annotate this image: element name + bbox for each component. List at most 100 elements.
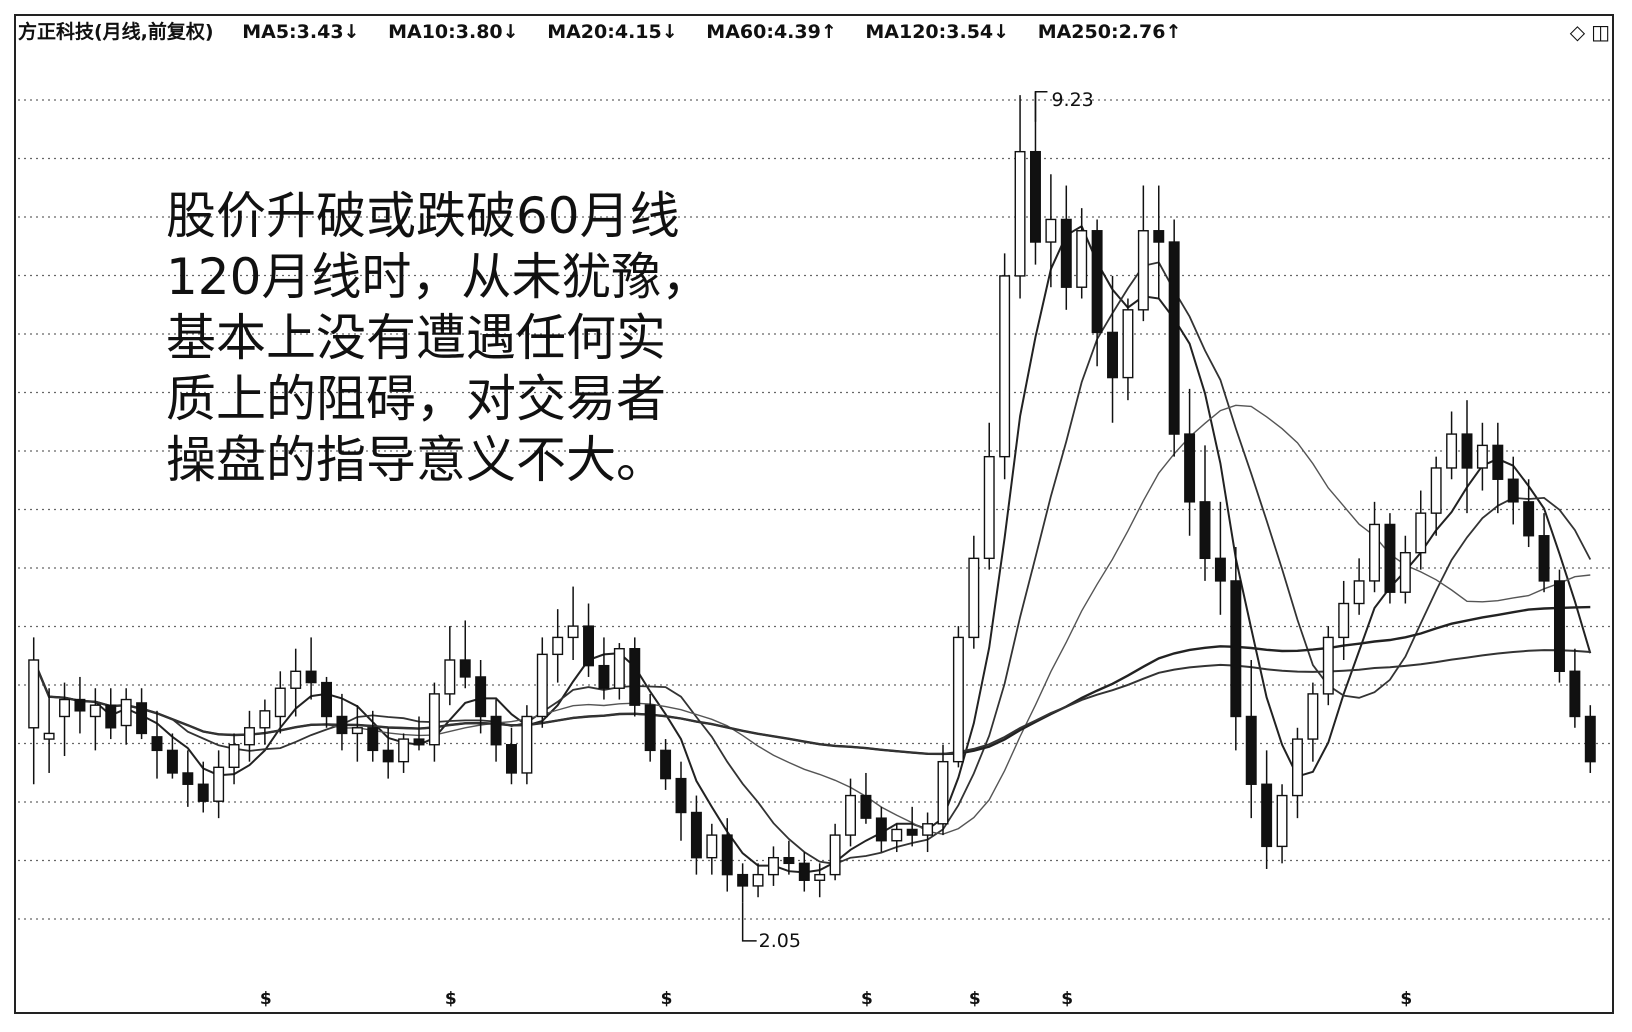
candle-body [983,455,995,560]
candle-body [1276,794,1288,848]
candle-down [1199,445,1211,581]
candle-body [1291,738,1303,797]
candle-down [490,699,502,762]
candle-body [706,834,718,859]
candle-body [1029,150,1041,243]
candle-body [1492,444,1504,480]
candle-body [89,704,101,718]
candle-body [1168,241,1180,435]
candle-up [228,733,240,785]
candle-down [1153,185,1165,299]
ma5-readout: MA5:3.43↓ [242,21,360,43]
candle-body [521,715,533,774]
candle-down [1538,513,1550,593]
candle-body [1184,433,1196,503]
candle-body [413,738,425,746]
candle-body [1014,150,1026,277]
candle-body [952,636,964,763]
candle-up [845,778,857,847]
candle-body [367,727,379,752]
candle-body [243,727,255,746]
candle-up [1322,626,1334,706]
candle-body [1307,693,1319,740]
candle-up [259,699,271,745]
candle-body [1107,331,1119,379]
candle-body [583,625,595,667]
candle-up [767,846,779,886]
candle-down [798,852,810,892]
annotation-line: 基本上没有遭遇任何实 [166,309,666,367]
candle-up [999,253,1011,480]
restore-icon[interactable]: ◫ [1591,20,1610,44]
candle-up [1014,95,1026,299]
candle-up [43,688,55,773]
candle-up [351,705,363,762]
candle-down [74,676,86,734]
candle-body [567,625,579,639]
candle-body [937,760,949,825]
dividend-marker: $ [861,989,873,1009]
candle-body [1338,602,1350,639]
candle-body [305,670,317,684]
candle-body [1137,230,1149,311]
candle-down [166,733,178,779]
candle-body [1322,636,1334,695]
candle-body [1384,523,1396,593]
candle-body [999,275,1011,458]
annotation-text: 股价升破或跌破60月线 120月线时，从未犹豫， 基本上没有遭遇任何实 质上的阻… [166,186,806,491]
candle-body [274,687,286,718]
candle-down [459,620,471,689]
candle-body [28,659,40,729]
candle-down [413,716,425,751]
candle-body [336,715,348,735]
candle-up [891,823,903,853]
candle-body [105,704,117,729]
ma5-line [32,224,1592,874]
candle-body [891,828,903,842]
candle-down [1107,275,1119,423]
candle-up [613,643,625,700]
grid-lines [18,99,1612,920]
candle-down [136,688,148,740]
candle-body [829,834,841,876]
candle-up [1446,411,1458,480]
chart-frame [14,14,1614,1014]
ma250-readout: MA250:2.76↑ [1037,21,1182,43]
candle-body [59,698,71,718]
candle-up [1369,501,1381,593]
candle-down [1384,513,1396,604]
candle-body [1569,670,1581,718]
dividend-marker: $ [445,989,457,1009]
candle-body [1199,501,1211,560]
candle-up [521,705,533,785]
candle-down [197,761,209,813]
candle-down [690,795,702,875]
candle-up [552,609,564,683]
diamond-icon[interactable]: ◇ [1569,20,1586,44]
candle-down [644,693,656,762]
candle-body [444,659,456,695]
candle-body [428,693,440,746]
candle-down [1214,501,1226,615]
low-leader [741,902,757,942]
candle-down [321,676,333,728]
candle-down [382,727,394,779]
candle-down [151,710,163,779]
candle-up [706,823,718,875]
candle-up [1291,727,1303,819]
candle-down [367,710,379,762]
candle-down [1553,569,1565,683]
candle-body [1060,218,1072,288]
candle-body [1523,501,1535,537]
candle-up [536,637,548,728]
candle-body [398,738,410,763]
candle-up [1415,490,1427,570]
annotation-line: 120月线时，从未犹豫， [166,248,712,306]
dividend-marker: $ [1400,989,1412,1009]
candle-body [1430,467,1442,514]
candle-down [783,840,795,875]
ma60-readout: MA60:4.39↑ [706,21,837,43]
extreme-labels: 9.23 2.05 [741,89,1094,952]
candle-body [1245,715,1257,785]
